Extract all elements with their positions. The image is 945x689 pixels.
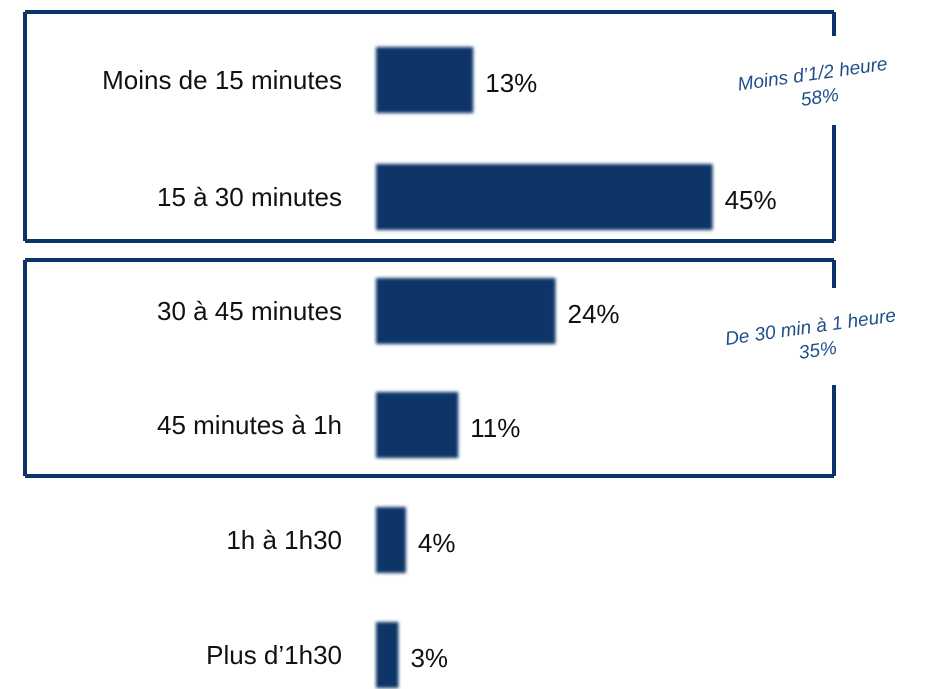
value-label-1: 45% xyxy=(725,185,777,215)
category-label-3: 45 minutes à 1h xyxy=(157,410,342,440)
category-label-1: 15 à 30 minutes xyxy=(157,182,342,212)
bar-2 xyxy=(376,278,556,344)
value-label-5: 3% xyxy=(410,643,448,673)
bar-3 xyxy=(376,392,459,458)
bar-5 xyxy=(376,622,399,688)
value-label-2: 24% xyxy=(568,299,620,329)
group-annotation-line2-1: 35% xyxy=(798,338,839,364)
category-labels: Moins de 15 minutes 15 à 30 minutes 30 à 4… xyxy=(102,65,342,670)
category-label-4: 1h à 1h30 xyxy=(226,525,342,555)
value-label-4: 4% xyxy=(418,528,456,558)
category-label-2: 30 à 45 minutes xyxy=(157,296,342,326)
value-labels: 13% 45% 24% 11% 4% 3% xyxy=(410,68,776,673)
group-frame-0 xyxy=(23,10,836,243)
group-frame-1 xyxy=(23,258,836,478)
bar-4 xyxy=(376,507,406,573)
category-label-0: Moins de 15 minutes xyxy=(102,65,342,95)
group-annotation-line2-0: 58% xyxy=(800,85,841,111)
bar-0 xyxy=(376,47,474,113)
group-frames xyxy=(23,10,836,478)
category-label-5: Plus d’1h30 xyxy=(206,640,342,670)
value-label-3: 11% xyxy=(470,413,520,443)
bar-1 xyxy=(376,164,713,230)
value-label-0: 13% xyxy=(485,68,537,98)
bars xyxy=(376,47,713,688)
